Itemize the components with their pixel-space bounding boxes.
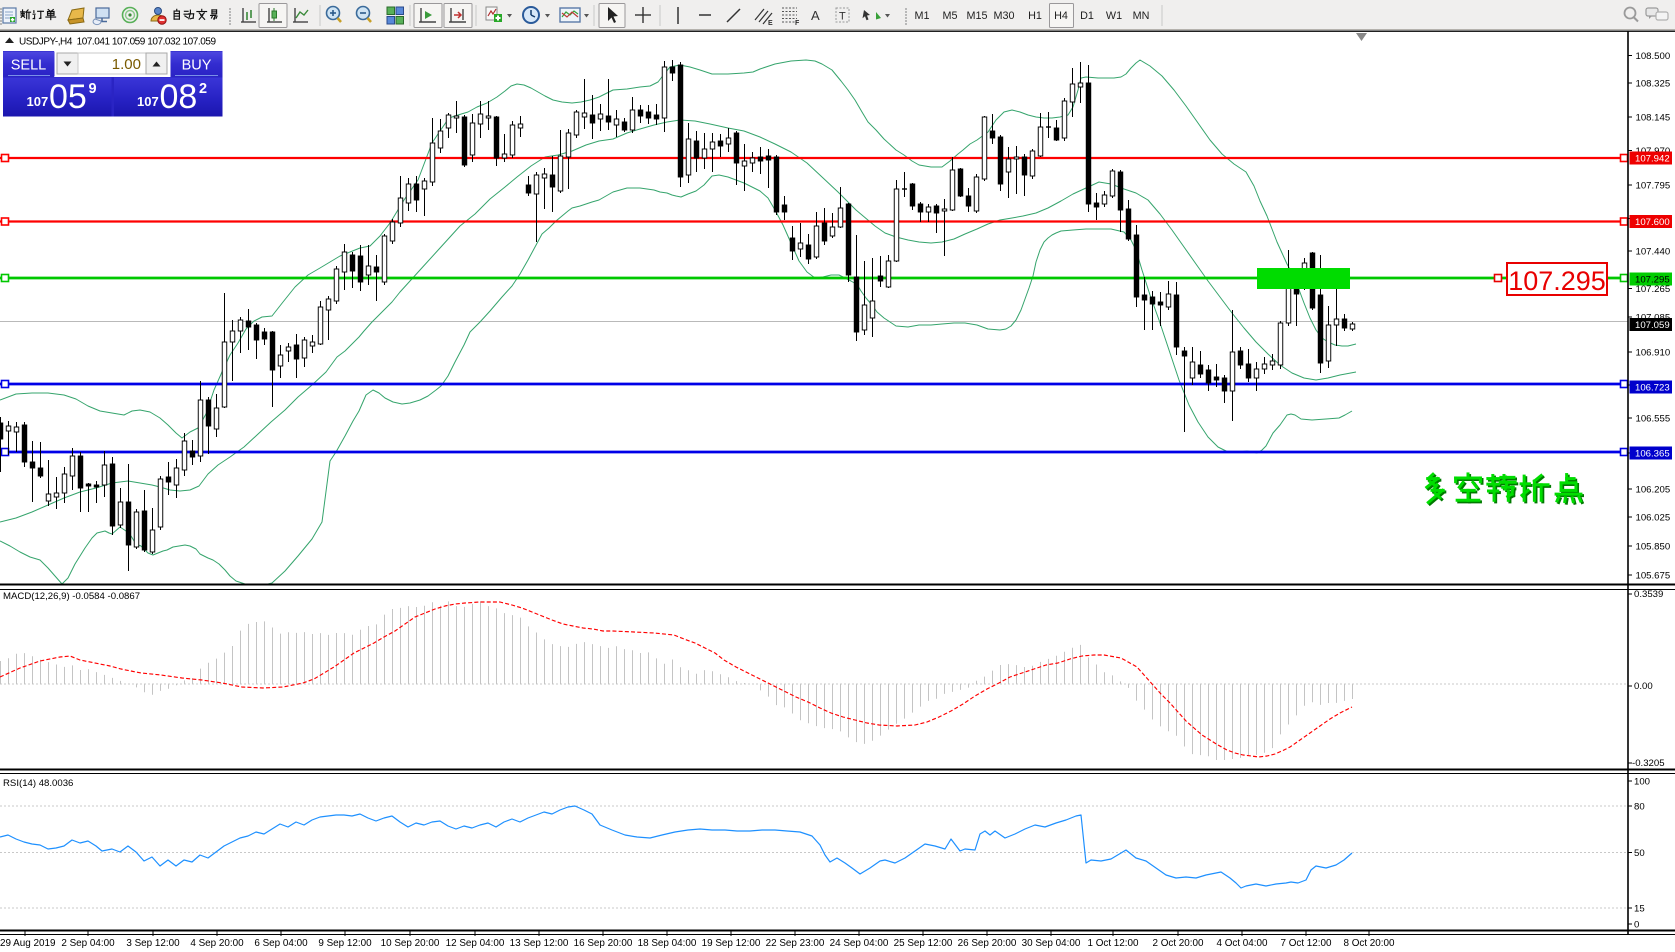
svg-text:A: A — [811, 8, 820, 23]
svg-text:BUY: BUY — [182, 58, 212, 74]
svg-text:29 Aug 2019: 29 Aug 2019 — [0, 938, 56, 949]
svg-text:10 Sep 20:00: 10 Sep 20:00 — [381, 938, 440, 949]
svg-text:16 Sep 20:00: 16 Sep 20:00 — [574, 938, 633, 949]
svg-text:SELL: SELL — [11, 58, 46, 74]
svg-text:15: 15 — [1634, 904, 1645, 915]
svg-text:107.295: 107.295 — [1635, 275, 1670, 286]
svg-text:106.365: 106.365 — [1635, 449, 1670, 460]
svg-text:107.265: 107.265 — [1636, 284, 1671, 295]
svg-text:106.025: 106.025 — [1636, 513, 1671, 524]
svg-text:M5: M5 — [943, 10, 958, 22]
svg-text:107.942: 107.942 — [1635, 154, 1670, 165]
svg-text:107.795: 107.795 — [1636, 181, 1671, 192]
svg-text:MN: MN — [1133, 10, 1150, 22]
svg-text:22 Sep 23:00: 22 Sep 23:00 — [766, 938, 825, 949]
svg-text:W1: W1 — [1106, 10, 1122, 22]
svg-text:80: 80 — [1634, 802, 1645, 813]
svg-text:9 Sep 12:00: 9 Sep 12:00 — [318, 938, 372, 949]
svg-text:2 Sep 04:00: 2 Sep 04:00 — [61, 938, 115, 949]
svg-text:M1: M1 — [915, 10, 930, 22]
svg-text:1 Oct 12:00: 1 Oct 12:00 — [1087, 938, 1139, 949]
svg-text:108.325: 108.325 — [1636, 79, 1671, 90]
svg-text:25 Sep 12:00: 25 Sep 12:00 — [894, 938, 953, 949]
svg-text:T: T — [839, 11, 846, 23]
svg-text:106.723: 106.723 — [1635, 383, 1670, 394]
svg-text:9: 9 — [89, 81, 97, 97]
svg-text:107.600: 107.600 — [1635, 217, 1670, 228]
svg-text:2 Oct 20:00: 2 Oct 20:00 — [1152, 938, 1204, 949]
svg-text:107.440: 107.440 — [1636, 247, 1671, 258]
svg-text:107.295: 107.295 — [1508, 266, 1606, 296]
svg-text:RSI(14) 48.0036: RSI(14) 48.0036 — [3, 778, 73, 789]
svg-text:0.00: 0.00 — [1634, 681, 1653, 692]
svg-text:18 Sep 04:00: 18 Sep 04:00 — [638, 938, 697, 949]
svg-text:12 Sep 04:00: 12 Sep 04:00 — [446, 938, 505, 949]
svg-text:05: 05 — [49, 78, 87, 116]
svg-text:50: 50 — [1634, 848, 1645, 859]
svg-text:H1: H1 — [1028, 10, 1042, 22]
svg-text:08: 08 — [160, 78, 198, 116]
svg-text:106.555: 106.555 — [1636, 414, 1671, 425]
svg-text:19 Sep 12:00: 19 Sep 12:00 — [702, 938, 761, 949]
svg-text:0.3539: 0.3539 — [1634, 589, 1663, 600]
svg-text:M30: M30 — [993, 10, 1014, 22]
svg-text:F: F — [795, 20, 800, 27]
svg-text:M15: M15 — [966, 10, 987, 22]
svg-text:1.00: 1.00 — [112, 56, 141, 73]
svg-text:8 Oct 20:00: 8 Oct 20:00 — [1343, 938, 1395, 949]
svg-text:2: 2 — [199, 81, 207, 97]
svg-text:-0.3205: -0.3205 — [1632, 758, 1665, 769]
svg-text:7 Oct 12:00: 7 Oct 12:00 — [1280, 938, 1332, 949]
svg-text:24 Sep 04:00: 24 Sep 04:00 — [830, 938, 889, 949]
svg-text:4 Oct 04:00: 4 Oct 04:00 — [1216, 938, 1268, 949]
svg-text:4 Sep 20:00: 4 Sep 20:00 — [190, 938, 244, 949]
svg-text:105.675: 105.675 — [1636, 571, 1671, 582]
svg-text:106.910: 106.910 — [1636, 348, 1671, 359]
svg-text:6 Sep 04:00: 6 Sep 04:00 — [254, 938, 308, 949]
svg-text:H4: H4 — [1054, 10, 1068, 22]
svg-text:108.145: 108.145 — [1636, 113, 1671, 124]
svg-text:106.205: 106.205 — [1636, 485, 1671, 496]
svg-text:26 Sep 20:00: 26 Sep 20:00 — [958, 938, 1017, 949]
svg-text:107: 107 — [27, 94, 49, 109]
svg-text:USDJPY-,H4 107.041 107.059 10: USDJPY-,H4 107.041 107.059 107.032 107.0… — [19, 37, 216, 48]
svg-text:107: 107 — [137, 94, 159, 109]
svg-text:100: 100 — [1634, 777, 1650, 788]
svg-text:108.500: 108.500 — [1636, 51, 1671, 62]
svg-text:D1: D1 — [1080, 10, 1094, 22]
svg-text:E: E — [768, 20, 773, 27]
svg-text:30 Sep 04:00: 30 Sep 04:00 — [1022, 938, 1081, 949]
svg-text:107.059: 107.059 — [1635, 320, 1670, 331]
svg-text:0: 0 — [1634, 920, 1639, 931]
svg-text:105.850: 105.850 — [1636, 542, 1671, 553]
svg-text:13 Sep 12:00: 13 Sep 12:00 — [510, 938, 569, 949]
svg-text:MACD(12,26,9) -0.0584 -0.0867: MACD(12,26,9) -0.0584 -0.0867 — [3, 591, 140, 602]
svg-text:3 Sep 12:00: 3 Sep 12:00 — [126, 938, 180, 949]
